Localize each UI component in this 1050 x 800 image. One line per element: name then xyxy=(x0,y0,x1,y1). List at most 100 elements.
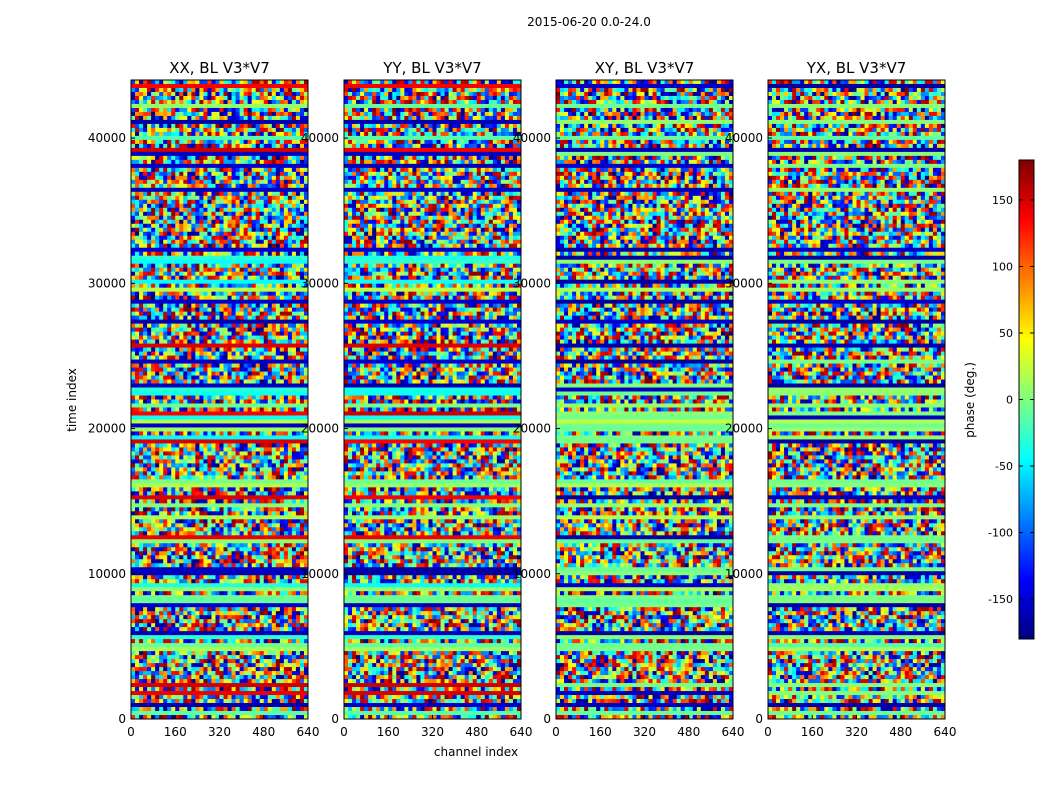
heatmap-cell xyxy=(295,307,301,313)
heatmap-cell xyxy=(131,395,136,400)
heatmap-cell xyxy=(207,527,212,532)
heatmap-cell xyxy=(183,431,188,436)
heatmap-cell xyxy=(247,267,253,273)
heatmap-cell xyxy=(283,303,289,309)
heatmap-cell xyxy=(207,499,212,504)
heatmap-cell xyxy=(275,619,281,624)
heatmap-cell xyxy=(183,155,188,161)
heatmap-cell xyxy=(255,467,261,472)
heatmap-cell xyxy=(259,543,265,548)
heatmap-cell xyxy=(175,203,180,209)
heatmap-cell xyxy=(219,563,224,568)
heatmap-cell xyxy=(303,99,309,105)
heatmap-cell xyxy=(259,475,265,480)
heatmap-cell xyxy=(239,695,245,700)
heatmap-cell xyxy=(175,655,180,660)
heatmap-cell xyxy=(187,575,192,580)
heatmap-cell xyxy=(279,443,285,448)
heatmap-cell xyxy=(207,367,212,372)
heatmap-cell xyxy=(191,351,196,356)
heatmap-cell xyxy=(231,671,236,676)
heatmap-cell xyxy=(215,655,220,660)
heatmap-cell xyxy=(263,199,269,205)
heatmap-cell xyxy=(143,443,148,448)
heatmap-cell xyxy=(135,559,140,564)
heatmap-cell xyxy=(139,607,144,612)
heatmap-cell xyxy=(283,307,289,313)
heatmap-cell xyxy=(263,615,269,620)
heatmap-cell xyxy=(283,467,289,472)
heatmap-cell xyxy=(167,107,172,113)
heatmap-cell xyxy=(207,335,212,340)
heatmap-cell xyxy=(143,651,148,656)
heatmap-cell xyxy=(295,331,301,336)
heatmap-cell xyxy=(163,283,168,289)
heatmap-cell xyxy=(175,527,180,532)
heatmap-band xyxy=(131,299,308,305)
heatmap-cell xyxy=(171,80,176,85)
heatmap-cell xyxy=(135,471,140,476)
heatmap-cell xyxy=(183,179,188,185)
heatmap-cell xyxy=(227,335,232,340)
heatmap-cell xyxy=(243,667,249,672)
heatmap-cell xyxy=(251,327,257,332)
heatmap-cell xyxy=(203,555,208,560)
heatmap-cell xyxy=(203,507,208,512)
heatmap-cell xyxy=(436,87,441,93)
heatmap-cell xyxy=(195,487,200,492)
heatmap-cell xyxy=(247,475,253,480)
heatmap-cell xyxy=(271,159,277,165)
heatmap-cell xyxy=(139,327,144,332)
heatmap-cell xyxy=(139,511,144,516)
heatmap-cell xyxy=(299,167,305,173)
heatmap-cell xyxy=(283,179,289,185)
heatmap-cell xyxy=(211,451,216,456)
heatmap-cell xyxy=(159,523,164,528)
heatmap-cell xyxy=(239,231,245,237)
heatmap-cell xyxy=(151,355,156,360)
heatmap-cell xyxy=(179,351,184,356)
heatmap-cell xyxy=(299,323,305,329)
heatmap-cell xyxy=(255,111,261,117)
heatmap-cell xyxy=(299,399,305,404)
heatmap-cell xyxy=(143,675,148,680)
heatmap-cell xyxy=(235,207,241,213)
heatmap-cell xyxy=(155,167,160,173)
heatmap-cell xyxy=(291,487,297,492)
heatmap-cell xyxy=(235,555,241,560)
heatmap-cell xyxy=(219,191,224,197)
heatmap-cell xyxy=(243,687,249,692)
heatmap-cell xyxy=(207,627,212,632)
heatmap-cell xyxy=(263,91,269,97)
heatmap-cell xyxy=(195,615,200,620)
heatmap-cell xyxy=(251,207,257,213)
heatmap-cell xyxy=(275,715,281,720)
heatmap-cell xyxy=(143,215,148,221)
heatmap-cell xyxy=(287,231,293,237)
heatmap-cell xyxy=(187,659,192,664)
heatmap-cell xyxy=(299,87,305,93)
heatmap-cell xyxy=(235,80,241,85)
heatmap-cell xyxy=(267,399,273,404)
heatmap-cell xyxy=(139,663,144,668)
heatmap-cell xyxy=(175,211,180,217)
heatmap-cell xyxy=(287,459,293,464)
heatmap-cell xyxy=(283,671,289,676)
heatmap-cell xyxy=(135,199,140,205)
heatmap-cell xyxy=(271,143,277,149)
heatmap-cell xyxy=(131,235,136,241)
heatmap-cell xyxy=(139,323,144,329)
heatmap-cell xyxy=(179,199,184,205)
heatmap-cell xyxy=(143,527,148,532)
heatmap-cell xyxy=(155,447,160,452)
heatmap-cell xyxy=(231,179,236,185)
heatmap-cell xyxy=(139,219,144,225)
heatmap-cell xyxy=(167,375,172,380)
heatmap-cell xyxy=(356,80,361,85)
heatmap-cell xyxy=(151,455,156,460)
heatmap-cell xyxy=(195,547,200,552)
heatmap-cell xyxy=(167,611,172,616)
heatmap-cell xyxy=(199,591,204,596)
heatmap-cell xyxy=(295,491,301,496)
heatmap-cell xyxy=(163,227,168,233)
